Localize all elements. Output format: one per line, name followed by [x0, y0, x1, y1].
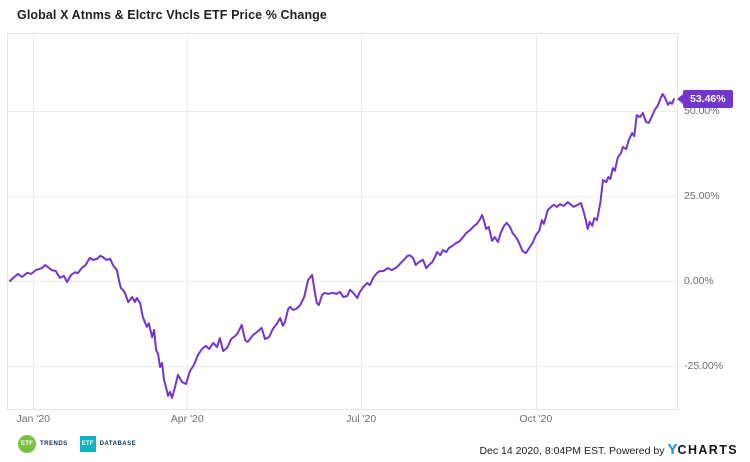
ycharts-logo-charts[interactable]: CHARTS [677, 443, 738, 457]
chart-footer: Dec 14 2020, 8:04PM EST. Powered by Y CH… [479, 441, 738, 458]
badge-arrow-icon [677, 94, 683, 105]
etf-database-logo-icon[interactable]: ETF [79, 436, 96, 452]
last-value-badge: 53.46% [677, 90, 733, 109]
chart-title: Global X Atnms & Elctrc Vhcls ETF Price … [17, 8, 327, 22]
timestamp-text: Dec 14 2020, 8:04PM EST. Powered by [479, 445, 665, 457]
etf-database-logo-label[interactable]: DATABASE [99, 441, 137, 447]
etf-trends-logo-label[interactable]: TRENDS [40, 441, 68, 447]
etf-trends-logo-icon[interactable]: ETF [18, 435, 36, 453]
ycharts-logo-y[interactable]: Y [667, 441, 678, 458]
x-axis-tick-label: Apr '20 [170, 413, 204, 425]
x-axis-tick-label: Jan '20 [16, 413, 50, 425]
y-axis-tick-label: -25.00% [684, 359, 724, 372]
y-axis-tick-label: 0.00% [684, 274, 714, 287]
x-axis-tick-label: Jul '20 [346, 413, 377, 425]
y-axis-tick-label: 25.00% [684, 189, 720, 202]
plot-border [7, 33, 678, 410]
attribution-logos: ETF TRENDS ETF DATABASE [18, 435, 144, 453]
last-value-label: 53.46% [690, 93, 726, 106]
price-line-series [9, 93, 675, 399]
x-axis-tick-label: Oct '20 [519, 413, 553, 425]
